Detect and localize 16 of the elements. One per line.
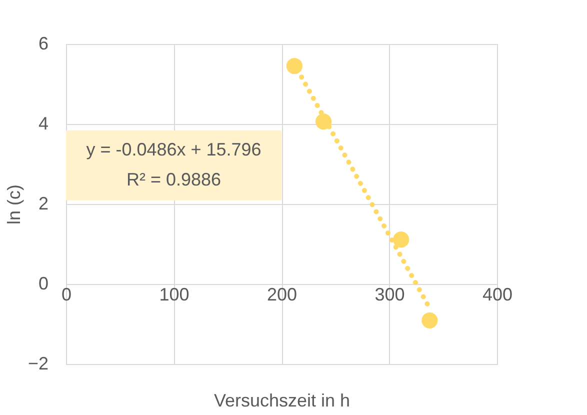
x-tick-label: 200	[266, 284, 298, 304]
point	[286, 58, 302, 74]
y-tick-label: 4	[38, 114, 48, 134]
annotation: R² = 0.9886	[126, 169, 222, 190]
x-tick-label: 100	[159, 284, 190, 304]
x-axis-title: Versuchszeit in h	[214, 390, 350, 410]
x-tick-label: 400	[482, 284, 513, 304]
y-tick-label: 2	[38, 194, 48, 214]
y-tick-label: 6	[38, 34, 48, 54]
y-tick-label: −2	[28, 354, 48, 374]
point	[422, 312, 438, 328]
x-tick-label: 300	[374, 284, 405, 304]
annotation: y = -0.0486x + 15.796	[86, 139, 262, 160]
point	[393, 232, 410, 248]
x-tick-label: 0	[61, 284, 72, 304]
y-axis-title: ln (c)	[4, 184, 24, 224]
